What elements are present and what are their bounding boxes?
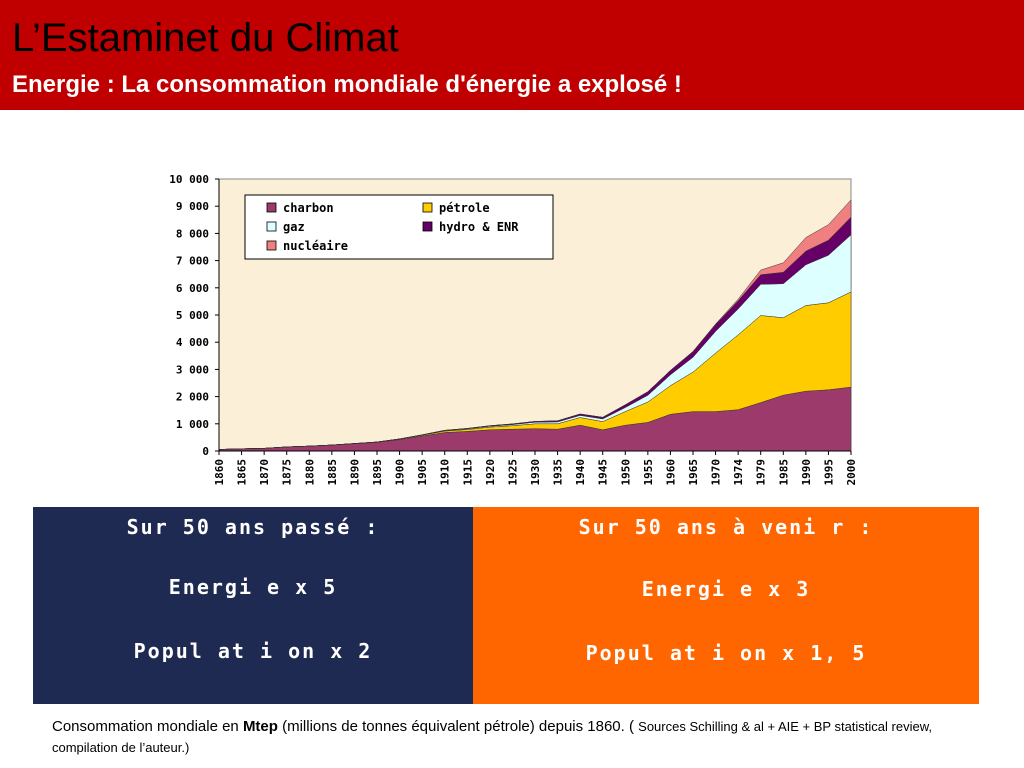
x-tick-label: 1865 xyxy=(236,459,249,486)
chart-legend xyxy=(244,194,554,260)
caption-text-end: (millions de tonnes équivalent pétrole) … xyxy=(277,718,639,735)
y-tick-label: 0 xyxy=(202,445,209,458)
x-tick-label: 1910 xyxy=(439,459,452,486)
x-tick-label: 1995 xyxy=(822,459,835,486)
x-tick-label: 1974 xyxy=(732,459,745,486)
past-population-factor: Popul at i on x 2 xyxy=(133,639,373,663)
legend-swatch xyxy=(422,202,433,213)
chart-caption: Consommation mondiale en Mtep (millions … xyxy=(52,716,962,758)
x-tick-label: 1935 xyxy=(552,459,565,486)
legend-swatch xyxy=(422,221,433,232)
y-tick-label: 1 000 xyxy=(176,418,209,431)
x-tick-label: 1945 xyxy=(597,459,610,486)
series-area-4 xyxy=(218,199,852,450)
past-50-years-panel: Sur 50 ans passé : Energi e x 5 Popul at… xyxy=(33,507,473,704)
future-energy-factor: Energi e x 3 xyxy=(641,577,811,601)
legend-swatch xyxy=(266,221,277,232)
x-tick-label: 1990 xyxy=(800,459,813,486)
legend-swatch xyxy=(266,202,277,213)
legend-label: gaz xyxy=(283,220,305,234)
energy-consumption-chart: 0 1 000 2 000 3 000 4 000 5 000 6 000 7 000 8 00… xyxy=(169,173,858,486)
x-tick-label: 1870 xyxy=(258,459,271,486)
x-tick-label: 1960 xyxy=(664,459,677,486)
x-tick-label: 1905 xyxy=(416,459,429,486)
slide-header: L’Estaminet du Climat Energie : La conso… xyxy=(0,0,1024,110)
y-tick-label: 4 000 xyxy=(176,336,209,349)
x-tick-label: 1900 xyxy=(394,459,407,486)
caption-unit: Mtep xyxy=(242,718,278,735)
x-tick-label: 1940 xyxy=(574,459,587,486)
y-tick-label: 2 000 xyxy=(176,391,209,404)
x-tick-label: 1915 xyxy=(461,459,474,486)
future-panel-heading: Sur 50 ans à veni r : xyxy=(578,515,874,539)
x-tick-label: 1985 xyxy=(777,459,790,486)
x-tick-label: 1880 xyxy=(303,459,316,486)
y-tick-label: 9 000 xyxy=(176,200,209,213)
x-tick-label: 1970 xyxy=(710,459,723,486)
future-population-factor: Popul at i on x 1, 5 xyxy=(585,641,867,665)
x-tick-label: 1955 xyxy=(642,459,655,486)
y-tick-label: 6 000 xyxy=(176,282,209,295)
x-tick-label: 1895 xyxy=(371,459,384,486)
x-tick-label: 1885 xyxy=(326,459,339,486)
x-tick-label: 1979 xyxy=(755,459,768,486)
y-tick-label: 8 000 xyxy=(176,227,209,240)
x-tick-label: 1950 xyxy=(619,459,632,486)
x-tick-label: 1930 xyxy=(529,459,542,486)
x-tick-label: 1925 xyxy=(506,459,519,486)
legend-swatch xyxy=(266,240,277,251)
x-tick-label: 1875 xyxy=(281,459,294,486)
x-tick-label: 1965 xyxy=(687,459,700,486)
x-tick-label: 1890 xyxy=(348,459,361,486)
legend-label: nucléaire xyxy=(283,239,348,253)
y-tick-label: 10 000 xyxy=(169,173,209,186)
past-panel-heading: Sur 50 ans passé : xyxy=(126,515,380,539)
y-tick-label: 5 000 xyxy=(176,309,209,322)
caption-text-start: Consommation mondiale en xyxy=(52,718,243,735)
y-tick-label: 7 000 xyxy=(176,255,209,268)
past-energy-factor: Energi e x 5 xyxy=(168,575,338,599)
caption-sources: Sources Schilling & al + AIE + BP statis… xyxy=(52,719,933,755)
legend-label: hydro & ENR xyxy=(439,220,519,234)
next-50-years-panel: Sur 50 ans à veni r : Energi e x 3 Popul… xyxy=(473,507,979,704)
legend-label: charbon xyxy=(283,201,334,215)
slide-title: L’Estaminet du Climat xyxy=(12,16,399,60)
x-tick-label: 1920 xyxy=(484,459,497,486)
slide-subtitle: Energie : La consommation mondiale d'éne… xyxy=(12,71,682,98)
y-tick-label: 3 000 xyxy=(176,363,209,376)
x-tick-label: 1860 xyxy=(213,459,226,486)
x-tick-label: 2000 xyxy=(845,459,858,486)
legend-label: pétrole xyxy=(439,201,490,215)
